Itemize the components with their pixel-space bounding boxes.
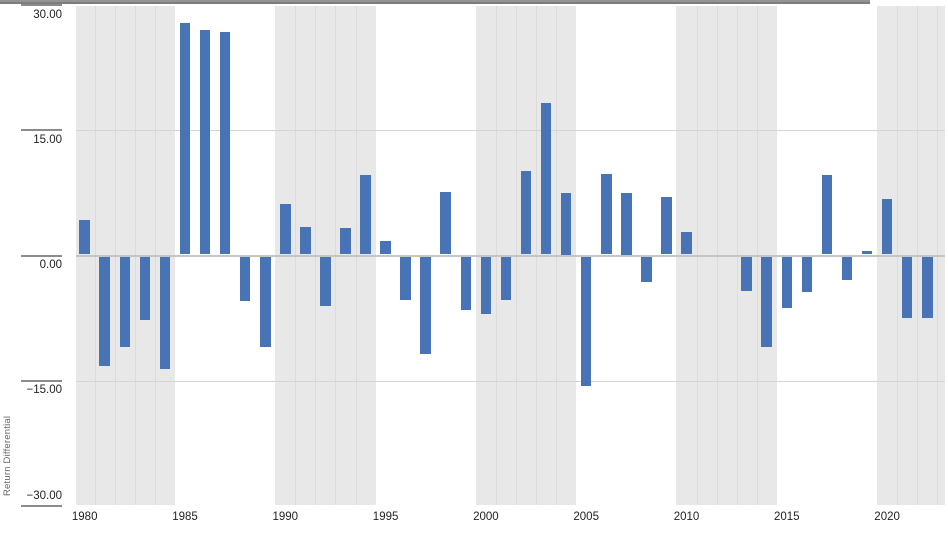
y-tick-label: −30.00 [26, 490, 63, 502]
bar-2018 [841, 256, 853, 280]
bar-1980 [79, 220, 90, 255]
bar-1998 [440, 192, 452, 255]
bar-1990 [280, 203, 291, 255]
bar-1999 [460, 256, 472, 310]
bar-1994 [360, 175, 371, 255]
bar-2019 [861, 251, 873, 255]
y-tick-label: 15.00 [33, 133, 62, 146]
y-tick-label: 0.00 [39, 259, 62, 271]
bar-2002 [520, 171, 532, 255]
x-tick-label: 1985 [172, 511, 198, 523]
bar-1985 [179, 23, 191, 255]
bar-1996 [400, 256, 411, 300]
bar-2022 [921, 256, 933, 319]
zero-gridline [75, 254, 945, 257]
bar-1984 [159, 256, 171, 370]
bar-2008 [641, 256, 652, 283]
bar-2013 [741, 256, 752, 292]
y-tick-line [21, 254, 62, 257]
bar-2007 [621, 192, 632, 255]
x-tick-label: 2005 [573, 511, 599, 523]
x-tick-label: 2015 [774, 511, 800, 523]
bar-2001 [500, 256, 512, 300]
y-tick-line [21, 505, 62, 507]
y-tick-line [21, 129, 62, 132]
y-tick-line [21, 379, 62, 382]
bar-2004 [560, 192, 572, 255]
x-tick-label: 2020 [874, 511, 900, 523]
plot-top-border [0, 0, 870, 2]
y-tick-label: −15.00 [26, 384, 63, 397]
bar-1988 [239, 256, 251, 301]
bar-2014 [761, 256, 773, 348]
gridline [75, 380, 945, 382]
x-tick-label: 1990 [272, 511, 299, 523]
bar-1995 [380, 241, 391, 255]
bar-2009 [661, 197, 672, 255]
bar-2021 [901, 256, 913, 319]
x-axis-line [0, 2, 870, 4]
bar-2000 [480, 256, 492, 314]
bar-2005 [580, 256, 592, 386]
x-tick-label: 2010 [673, 511, 700, 523]
bar-2017 [821, 174, 833, 255]
bar-2020 [881, 198, 893, 255]
bar-1982 [119, 256, 131, 348]
bar-1991 [300, 227, 311, 255]
gridline [75, 129, 945, 131]
bar-2006 [600, 173, 612, 255]
x-tick-label: 2000 [473, 511, 499, 523]
bar-1992 [320, 256, 331, 307]
bar-1997 [420, 256, 431, 355]
bar-1993 [340, 227, 351, 255]
bar-2015 [781, 256, 793, 309]
bar-2010 [681, 232, 692, 255]
bar-1989 [259, 256, 271, 348]
bar-1987 [219, 31, 231, 255]
x-tick-label: 1980 [71, 511, 98, 523]
bar-1983 [139, 256, 151, 320]
y-tick-line [21, 4, 62, 6]
bar-2003 [540, 102, 552, 255]
bar-2016 [801, 256, 813, 293]
bar-1986 [199, 30, 211, 255]
bar-1981 [99, 256, 111, 366]
x-tick-label: 1995 [372, 511, 399, 523]
y-tick-label: 30.00 [33, 8, 62, 21]
